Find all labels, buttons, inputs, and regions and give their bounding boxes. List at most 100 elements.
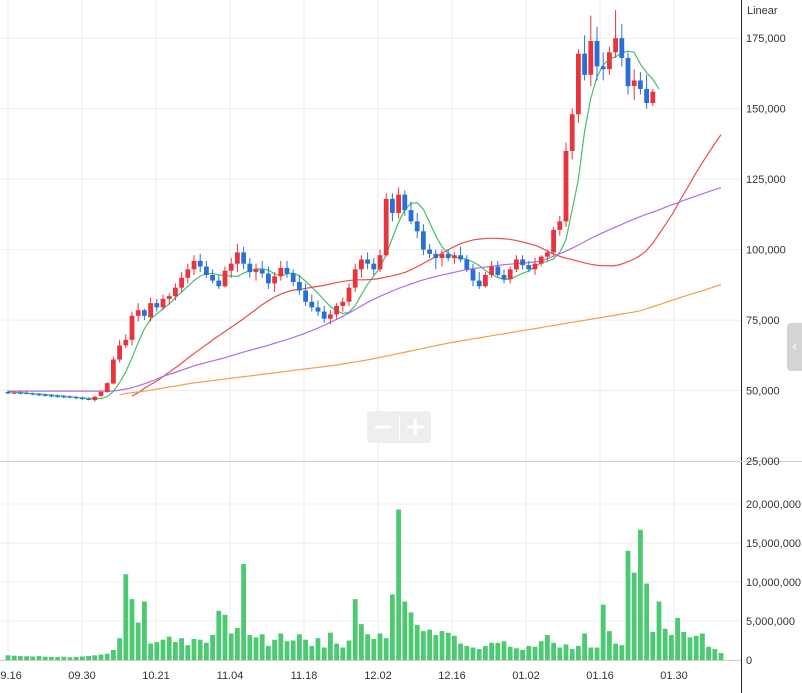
volume-bar [576,645,581,660]
candle-body [396,194,401,213]
volume-bar [86,656,91,660]
volume-bar [222,614,228,660]
x-tick-label: 01.02 [512,670,540,682]
volume-bar [656,601,662,660]
candle-body [613,38,618,53]
candle-body [390,198,395,213]
candle-body [576,53,581,115]
candle-body [359,259,364,270]
volume-bar [421,631,426,660]
zoom-divider [398,415,400,439]
volume-bar [352,599,358,660]
volume-bar [173,642,178,660]
volume-bar [49,656,54,660]
volume-bar [334,643,339,660]
volume-bar [545,635,550,660]
candle-body [216,280,222,287]
candle-body [538,256,544,264]
volume-bar [297,634,302,660]
volume-bar [693,635,699,660]
candle-body [619,38,625,58]
candle-body [328,314,333,319]
volume-bar [662,628,668,660]
candle-body [563,150,569,222]
candle-body [582,53,587,75]
volume-bar [321,647,327,660]
candle-body [644,88,649,104]
candle-body [551,229,556,253]
volume-bar [359,624,364,660]
ma60-line [8,187,722,392]
candle-body [526,265,532,270]
grid [0,0,741,661]
candle-body [11,392,17,394]
volume-bar [135,622,141,660]
candle-body [117,345,122,360]
volume-bar [18,656,23,660]
candle-body [154,303,160,308]
volume-bar [681,631,687,660]
volume-bar [582,633,587,660]
volume-bar [390,594,395,660]
candle-body [303,290,308,302]
volume-bar [669,635,674,660]
volume-bar [55,657,60,660]
x-tick-label: 09.30 [68,670,96,682]
candle-body [61,396,67,398]
minus-icon: − [371,412,394,442]
candle-body [129,315,135,340]
volume-bar [98,654,104,660]
volume-bar [328,632,333,660]
zoom-in-button[interactable]: + [400,411,432,443]
volume-bar [216,610,222,660]
candle-body [179,277,184,288]
price-tick-label: 25,000 [746,456,780,468]
candle-body [210,274,215,281]
candle-body [142,310,147,316]
volume-bar [371,638,377,660]
volume-bar [396,509,401,660]
volume-bar [563,644,569,660]
volume-bar [210,635,215,660]
candle-body [377,255,383,270]
volume-bar [142,601,147,660]
candle-body [173,287,178,297]
candle-body [427,249,432,254]
candle-body [421,231,426,250]
volume-bar [266,645,271,660]
candle-body [383,198,389,256]
x-tick-label: 11.18 [291,670,318,682]
volume-bar [613,643,618,660]
candle-body [464,259,470,270]
candle-body [135,310,141,316]
candle-body [24,393,29,395]
volume-bar [427,629,432,660]
volume-bar [179,638,184,660]
volume-bar [483,645,488,660]
volume-bar [259,634,265,660]
volume-bar [247,635,253,660]
candle-body [253,269,259,273]
candle-body [284,267,290,274]
x-tick-label: 11.04 [217,670,244,682]
candle-body [631,80,637,87]
candle-body [49,395,54,397]
volume-bar [631,572,637,660]
volume-bar [129,599,135,660]
x-tick-label: 10.21 [142,670,170,682]
candle-body [470,269,476,281]
volume-bar [92,655,98,660]
volume-bar [464,645,470,660]
scale-type-label[interactable]: Linear [747,5,778,17]
zoom-out-button[interactable]: − [367,411,399,443]
x-tick-label: 01.16 [586,670,614,682]
candle-body [92,396,98,401]
volume-bar [111,649,116,660]
price-tick-label: 175,000 [746,33,786,45]
volume-bar [104,653,110,660]
side-panel-toggle[interactable]: ‹ [787,323,802,371]
volume-tick-label: 15,000,000 [746,538,801,550]
candle-body [297,282,302,291]
volume-bar [204,642,209,660]
